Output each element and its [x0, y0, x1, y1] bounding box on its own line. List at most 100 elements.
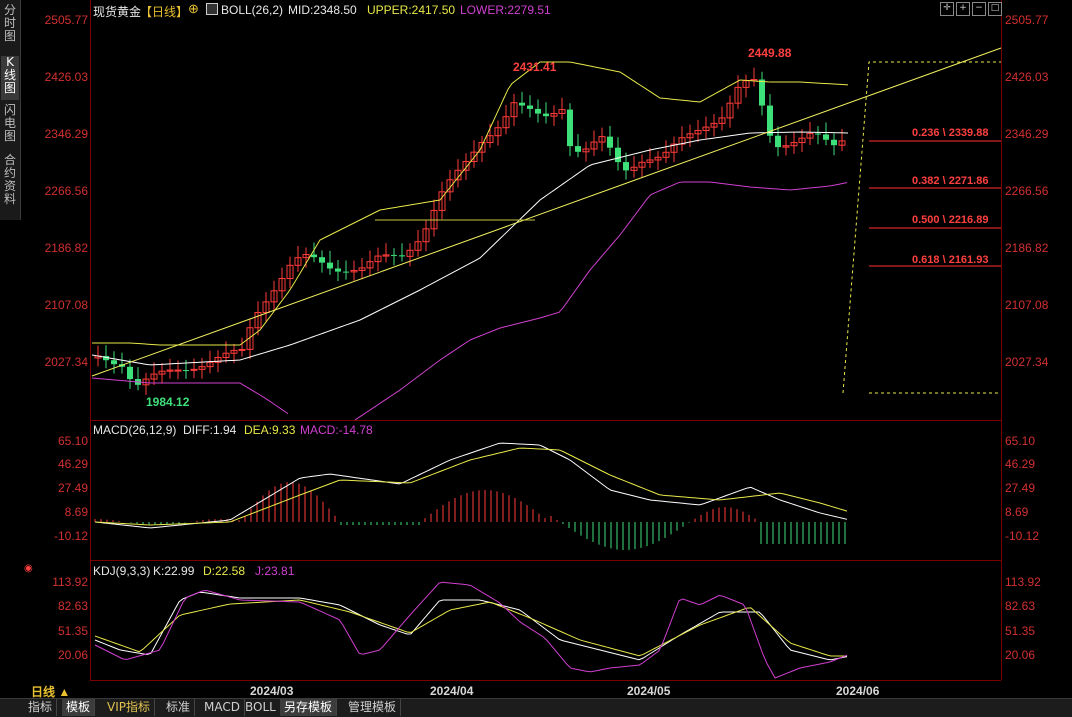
- candle-body: [382, 254, 390, 257]
- macd-y-tick-left: -10.12: [53, 529, 88, 543]
- candle-body: [662, 151, 670, 158]
- kdj-y-tick-right: 20.06: [1005, 648, 1036, 662]
- instrument-title: 现货黄金: [93, 5, 142, 19]
- candle-body: [615, 147, 621, 163]
- boll-lower-band: [354, 181, 848, 421]
- candle-body: [543, 113, 549, 117]
- candle-body: [127, 366, 133, 380]
- tab-save-template[interactable]: 另存模板: [280, 699, 338, 716]
- macd-y-tick-left: 27.49: [57, 481, 88, 495]
- tab-templates[interactable]: 模板: [62, 699, 96, 716]
- candle-body: [470, 151, 478, 163]
- candle-body: [623, 162, 629, 171]
- candle-body: [319, 257, 325, 263]
- candle-body: [558, 109, 566, 114]
- kdj-j-line: [94, 581, 848, 679]
- kdj-k-line: [94, 591, 848, 661]
- candle-body: [718, 117, 726, 124]
- boll-mid-line: [91, 131, 849, 366]
- x-tick: 2024/06: [836, 684, 880, 698]
- candle-body: [654, 156, 662, 161]
- candle-body: [798, 137, 806, 144]
- kdj-d-line: [94, 599, 847, 657]
- fib-level-label: 0.236 \ 2339.88: [912, 127, 989, 139]
- candle-body: [510, 102, 518, 118]
- add-favorite-icon[interactable]: ⊕: [188, 1, 199, 16]
- candle-body: [494, 127, 502, 137]
- indicator-settings-icon[interactable]: [206, 3, 218, 15]
- candle-body: [446, 179, 454, 193]
- candle-body: [582, 148, 590, 153]
- boll-lower: LOWER:2279.51: [460, 3, 551, 17]
- tab-vip-indicators[interactable]: VIP指标: [103, 699, 155, 716]
- candle-body: [222, 352, 230, 358]
- kdj-d: D:22.58: [203, 564, 246, 578]
- bottom-tab-bar: [0, 698, 1072, 717]
- candle-body: [183, 370, 189, 372]
- candle-body: [391, 254, 397, 256]
- candle-body: [790, 142, 798, 147]
- fib-level-label: 0.500 \ 2216.89: [912, 214, 989, 226]
- macd-y-tick-left: 46.29: [57, 457, 88, 471]
- trend-line: [91, 47, 1002, 377]
- candle-body: [422, 228, 430, 243]
- boll-lower-band: [91, 377, 289, 415]
- kdj-settings-icon[interactable]: ◉: [24, 563, 33, 574]
- tab-timeshare[interactable]: 分时图: [3, 3, 16, 43]
- kdj-y-tick-right: 82.63: [1005, 599, 1036, 613]
- kdj-y-tick-left: 20.06: [57, 648, 88, 662]
- candle-body: [343, 271, 349, 273]
- candle-body: [462, 161, 470, 171]
- candle-body: [406, 249, 414, 257]
- kdj-y-tick-right: 51.35: [1005, 624, 1036, 638]
- zoom-in-icon[interactable]: +: [956, 2, 970, 16]
- candle-body: [103, 355, 109, 361]
- macd-dea-line: [94, 447, 848, 526]
- crosshair-icon[interactable]: ✛: [940, 2, 954, 16]
- y-tick-left: 2426.03: [44, 70, 88, 84]
- candle-body: [158, 370, 166, 375]
- x-tick: 2024/04: [430, 684, 474, 698]
- x-tick: 2024/03: [250, 684, 294, 698]
- candle-body: [734, 86, 742, 104]
- tab-standard[interactable]: 标准: [162, 699, 196, 716]
- maximize-icon[interactable]: □: [988, 2, 1002, 16]
- candle-body: [823, 134, 829, 140]
- candle-body: [838, 140, 846, 146]
- tab-indicators[interactable]: 指标: [24, 699, 58, 716]
- y-tick-right: 2505.77: [1005, 13, 1049, 27]
- candle-body: [535, 108, 541, 114]
- tab-kline[interactable]: K线图: [1, 56, 19, 100]
- period-selector[interactable]: 日线 ▲: [31, 685, 71, 699]
- tab-boll[interactable]: BOLL: [241, 699, 281, 716]
- macd-label: MACD(26,12,9): [93, 423, 177, 437]
- candle-body: [759, 79, 765, 106]
- tab-manage-templates[interactable]: 管理模板: [344, 699, 402, 716]
- candle-body: [414, 241, 422, 251]
- tab-macd[interactable]: MACD: [200, 699, 245, 716]
- low-price-label: 1984.12: [146, 395, 190, 409]
- candle-body: [686, 133, 694, 139]
- y-tick-left: 2505.77: [44, 13, 88, 27]
- y-tick-right: 2426.03: [1005, 70, 1049, 84]
- kdj-y-tick-right: 113.92: [1005, 575, 1041, 589]
- boll-label: BOLL(26,2): [221, 3, 284, 17]
- candle-body: [815, 133, 821, 135]
- macd-value: MACD:-14.78: [300, 423, 373, 437]
- candle-body: [767, 105, 773, 136]
- candle-body: [350, 269, 358, 273]
- tab-flash-chart[interactable]: 闪电图: [3, 103, 16, 143]
- candle-body: [775, 135, 781, 148]
- candle-body: [230, 349, 238, 354]
- candle-body: [598, 136, 606, 143]
- candle-body: [198, 366, 206, 370]
- y-tick-right: 2346.29: [1005, 127, 1049, 141]
- candle-body: [646, 159, 654, 163]
- tab-contract-info[interactable]: 合约资料: [3, 153, 16, 206]
- kdj-label: KDJ(9,3,3): [93, 564, 151, 578]
- zoom-out-icon[interactable]: −: [972, 2, 986, 16]
- candle-body: [262, 301, 270, 313]
- macd-y-tick-left: 65.10: [57, 434, 88, 448]
- high-price-label: 2449.88: [748, 46, 792, 60]
